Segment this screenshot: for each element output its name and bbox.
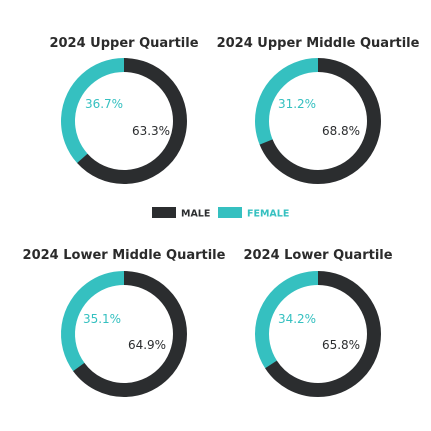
chart-title: 2024 Upper Quartile bbox=[49, 36, 198, 51]
donut-slice-male bbox=[61, 271, 187, 397]
chart-title: 2024 Lower Quartile bbox=[243, 248, 392, 263]
female-percentage-label: 36.7% bbox=[85, 97, 123, 111]
donut-upper-quartile bbox=[60, 57, 187, 184]
donut-slice-male bbox=[255, 271, 381, 397]
chart-upper-middle-quartile: 2024 Upper Middle Quartile 31.2% 68.8% bbox=[217, 36, 420, 184]
female-percentage-label: 31.2% bbox=[278, 97, 316, 111]
legend: MALE FEMALE bbox=[152, 207, 289, 220]
donut-lower-middle-quartile bbox=[61, 270, 187, 397]
chart-upper-quartile: 2024 Upper Quartile 36.7% 63.3% bbox=[49, 36, 199, 184]
male-percentage-label: 68.8% bbox=[322, 124, 360, 138]
chart-lower-middle-quartile: 2024 Lower Middle Quartile 35.1% 64.9% bbox=[23, 248, 226, 397]
legend-swatch-female bbox=[218, 207, 242, 218]
donut-upper-middle-quartile bbox=[255, 57, 381, 184]
donut-lower-quartile bbox=[255, 271, 382, 397]
chart-lower-quartile: 2024 Lower Quartile 34.2% 65.8% bbox=[243, 248, 393, 397]
female-percentage-label: 35.1% bbox=[83, 312, 121, 326]
female-percentage-label: 34.2% bbox=[278, 312, 316, 326]
legend-swatch-male bbox=[152, 207, 176, 218]
chart-title: 2024 Lower Middle Quartile bbox=[23, 248, 226, 263]
male-percentage-label: 64.9% bbox=[128, 338, 166, 352]
chart-title: 2024 Upper Middle Quartile bbox=[217, 36, 420, 51]
male-percentage-label: 63.3% bbox=[132, 124, 170, 138]
donut-slice-male bbox=[61, 58, 187, 184]
legend-label-male: MALE bbox=[181, 209, 210, 220]
male-percentage-label: 65.8% bbox=[322, 338, 360, 352]
legend-label-female: FEMALE bbox=[247, 209, 289, 220]
donut-slice-male bbox=[255, 58, 381, 184]
